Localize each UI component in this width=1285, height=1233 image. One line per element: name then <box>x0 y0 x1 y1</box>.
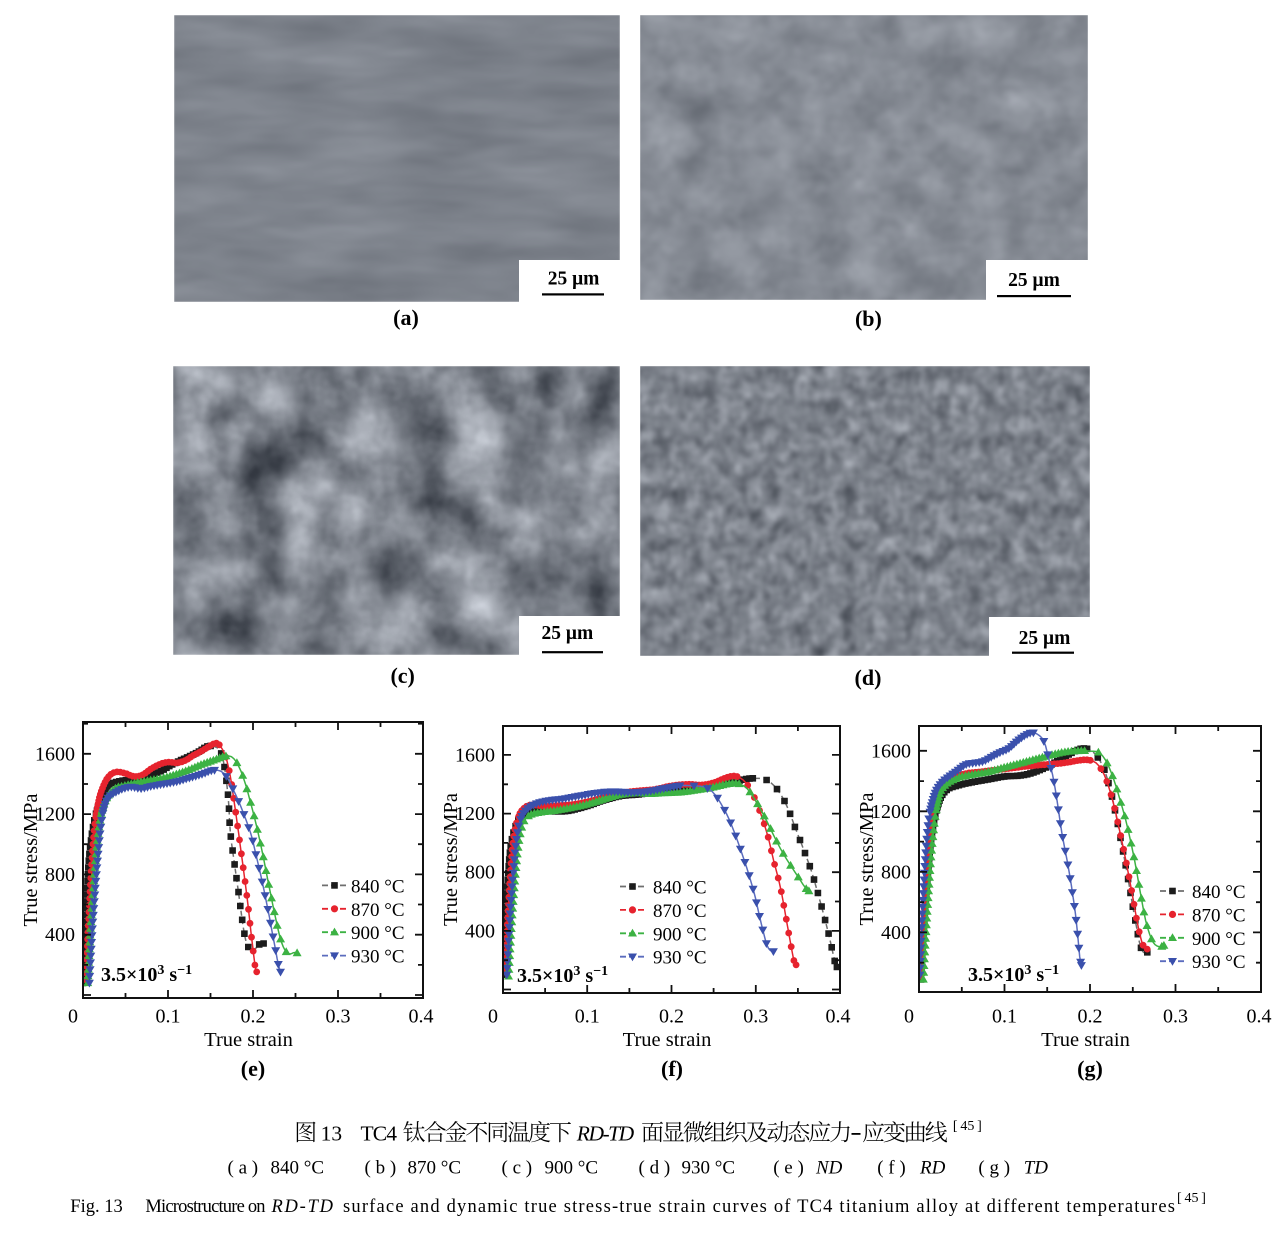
svg-text:Fig. 13: Fig. 13 <box>70 1197 122 1217</box>
svg-text:0.3: 0.3 <box>326 1005 351 1027</box>
svg-text:870 °C: 870 °C <box>653 901 707 922</box>
svg-text:0: 0 <box>68 1005 78 1027</box>
svg-text:870 °C: 870 °C <box>408 1158 462 1179</box>
svg-text:0.2: 0.2 <box>659 1005 684 1027</box>
svg-text:400: 400 <box>881 922 911 944</box>
svg-text:TD: TD <box>1024 1158 1049 1179</box>
svg-text:25 μm: 25 μm <box>548 269 600 290</box>
svg-text:(f): (f) <box>661 1056 683 1081</box>
svg-text:900 °C: 900 °C <box>1192 929 1246 950</box>
svg-text:930 °C: 930 °C <box>351 947 405 968</box>
svg-text:1600: 1600 <box>871 740 911 762</box>
svg-text:Microstructure on: Microstructure on <box>145 1197 265 1217</box>
svg-text:True stress/MPa: True stress/MPa <box>20 793 42 926</box>
svg-text:True stress/MPa: True stress/MPa <box>440 793 462 926</box>
svg-text:840 °C: 840 °C <box>351 876 405 897</box>
svg-text:ND: ND <box>815 1158 843 1179</box>
svg-text:870 °C: 870 °C <box>351 900 405 921</box>
svg-text:400: 400 <box>465 920 495 942</box>
svg-text:400: 400 <box>45 924 75 946</box>
svg-text:surface and dynamic true stres: surface and dynamic true stress-true str… <box>343 1197 1175 1217</box>
svg-text:930 °C: 930 °C <box>653 948 707 969</box>
svg-text:0.1: 0.1 <box>992 1005 1017 1027</box>
svg-text:3.5×103 s−1: 3.5×103 s−1 <box>517 964 608 987</box>
svg-text:840 °C: 840 °C <box>653 878 707 899</box>
svg-text:840 °C: 840 °C <box>271 1158 325 1179</box>
svg-text:[ 45 ]: [ 45 ] <box>1177 1191 1206 1206</box>
svg-text:0.3: 0.3 <box>743 1005 768 1027</box>
svg-text:1600: 1600 <box>35 743 75 765</box>
svg-text:TC4: TC4 <box>361 1122 398 1146</box>
svg-text:0.4: 0.4 <box>409 1005 434 1027</box>
svg-text:0: 0 <box>488 1005 498 1027</box>
svg-text:( a ): ( a ) <box>228 1158 259 1179</box>
svg-text:( g ): ( g ) <box>978 1158 1010 1179</box>
svg-text:3.5×103 s−1: 3.5×103 s−1 <box>968 963 1059 986</box>
svg-text:True strain: True strain <box>204 1029 293 1051</box>
svg-text:RD: RD <box>919 1158 946 1179</box>
svg-text:(e): (e) <box>241 1056 265 1081</box>
svg-text:25 μm: 25 μm <box>1008 270 1060 291</box>
svg-text:13: 13 <box>321 1122 343 1146</box>
svg-text:[ 45 ]: [ 45 ] <box>953 1119 982 1134</box>
svg-text:(g): (g) <box>1077 1056 1103 1081</box>
svg-text:0.4: 0.4 <box>1247 1005 1272 1027</box>
svg-text:1600: 1600 <box>455 744 495 766</box>
svg-text:25 μm: 25 μm <box>1019 628 1071 649</box>
svg-text:( c ): ( c ) <box>502 1158 533 1179</box>
svg-text:800: 800 <box>465 862 495 884</box>
svg-text:1200: 1200 <box>35 804 75 826</box>
svg-text:900 °C: 900 °C <box>545 1158 599 1179</box>
svg-text:0: 0 <box>904 1005 914 1027</box>
svg-text:1200: 1200 <box>871 801 911 823</box>
svg-text:True stress/MPa: True stress/MPa <box>856 792 878 925</box>
svg-text:800: 800 <box>881 861 911 883</box>
svg-text:( e ): ( e ) <box>773 1158 804 1179</box>
svg-text:True strain: True strain <box>623 1029 712 1051</box>
svg-text:870 °C: 870 °C <box>1192 905 1246 926</box>
svg-text:840 °C: 840 °C <box>1192 882 1246 903</box>
svg-text:0.2: 0.2 <box>241 1005 266 1027</box>
svg-text:800: 800 <box>45 864 75 886</box>
svg-text:900 °C: 900 °C <box>351 923 405 944</box>
svg-text:0.3: 0.3 <box>1163 1005 1188 1027</box>
svg-text:( b ): ( b ) <box>365 1158 397 1179</box>
svg-text:RD-TD: RD-TD <box>271 1197 334 1217</box>
svg-text:930 °C: 930 °C <box>682 1158 736 1179</box>
svg-text:0.4: 0.4 <box>826 1005 851 1027</box>
svg-text:True strain: True strain <box>1041 1029 1130 1051</box>
svg-text:0.1: 0.1 <box>575 1005 600 1027</box>
svg-text:RD-TD: RD-TD <box>576 1122 635 1146</box>
svg-text:( f ): ( f ) <box>877 1158 905 1179</box>
svg-text:900 °C: 900 °C <box>653 924 707 945</box>
svg-text:0.1: 0.1 <box>156 1005 181 1027</box>
svg-text:3.5×103 s−1: 3.5×103 s−1 <box>101 963 192 986</box>
svg-text:25 μm: 25 μm <box>542 623 594 644</box>
svg-text:( d ): ( d ) <box>639 1158 671 1179</box>
svg-text:1200: 1200 <box>455 803 495 825</box>
svg-text:930 °C: 930 °C <box>1192 952 1246 973</box>
svg-text:0.2: 0.2 <box>1078 1005 1103 1027</box>
